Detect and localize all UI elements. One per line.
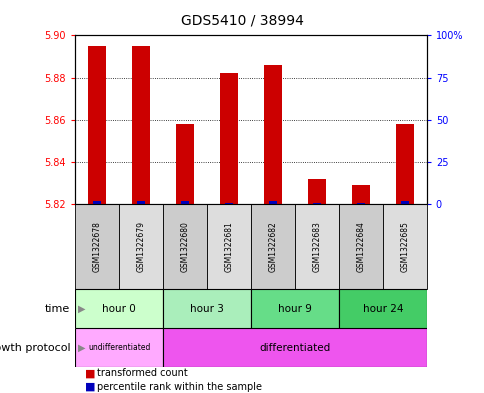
Bar (338, 204, 382, 289)
Text: transformed count: transformed count (97, 368, 187, 378)
Bar (307, 179, 325, 204)
Bar (351, 185, 369, 204)
Text: GSM1322685: GSM1322685 (399, 221, 408, 272)
Bar (400, 201, 408, 204)
Text: GSM1322684: GSM1322684 (356, 221, 364, 272)
Bar (93, 201, 101, 204)
Text: hour 24: hour 24 (362, 303, 402, 314)
Bar (132, 46, 150, 204)
Bar (207, 204, 251, 289)
Text: GSM1322681: GSM1322681 (224, 221, 233, 272)
Bar (269, 201, 276, 204)
Bar (88, 46, 106, 204)
Text: GSM1322682: GSM1322682 (268, 221, 277, 272)
Bar (264, 65, 281, 204)
Bar (220, 73, 237, 204)
Text: GSM1322679: GSM1322679 (136, 221, 145, 272)
Bar (137, 201, 145, 204)
Text: hour 9: hour 9 (277, 303, 311, 314)
Bar (163, 328, 426, 367)
Text: GDS5410 / 38994: GDS5410 / 38994 (181, 14, 303, 28)
Text: ▶: ▶ (77, 343, 85, 353)
Bar (176, 124, 194, 204)
Text: ▶: ▶ (77, 303, 85, 314)
Text: GSM1322683: GSM1322683 (312, 221, 321, 272)
Bar (75, 289, 163, 328)
Bar (163, 289, 251, 328)
Text: hour 3: hour 3 (190, 303, 224, 314)
Bar (251, 289, 338, 328)
Text: percentile rank within the sample: percentile rank within the sample (97, 382, 261, 392)
Bar (312, 203, 320, 204)
Text: GSM1322678: GSM1322678 (92, 221, 102, 272)
Text: ■: ■ (85, 382, 95, 392)
Bar (181, 201, 189, 204)
Bar (75, 204, 119, 289)
Text: growth protocol: growth protocol (0, 343, 70, 353)
Bar (395, 124, 413, 204)
Bar (382, 204, 426, 289)
Text: ■: ■ (85, 368, 95, 378)
Bar (251, 204, 294, 289)
Text: hour 0: hour 0 (102, 303, 136, 314)
Bar (75, 328, 163, 367)
Bar (225, 203, 232, 204)
Bar (356, 203, 364, 204)
Text: undifferentiated: undifferentiated (88, 343, 150, 352)
Text: differentiated: differentiated (259, 343, 330, 353)
Bar (119, 204, 163, 289)
Text: GSM1322680: GSM1322680 (180, 221, 189, 272)
Text: time: time (45, 303, 70, 314)
Bar (163, 204, 207, 289)
Bar (338, 289, 426, 328)
Bar (294, 204, 338, 289)
